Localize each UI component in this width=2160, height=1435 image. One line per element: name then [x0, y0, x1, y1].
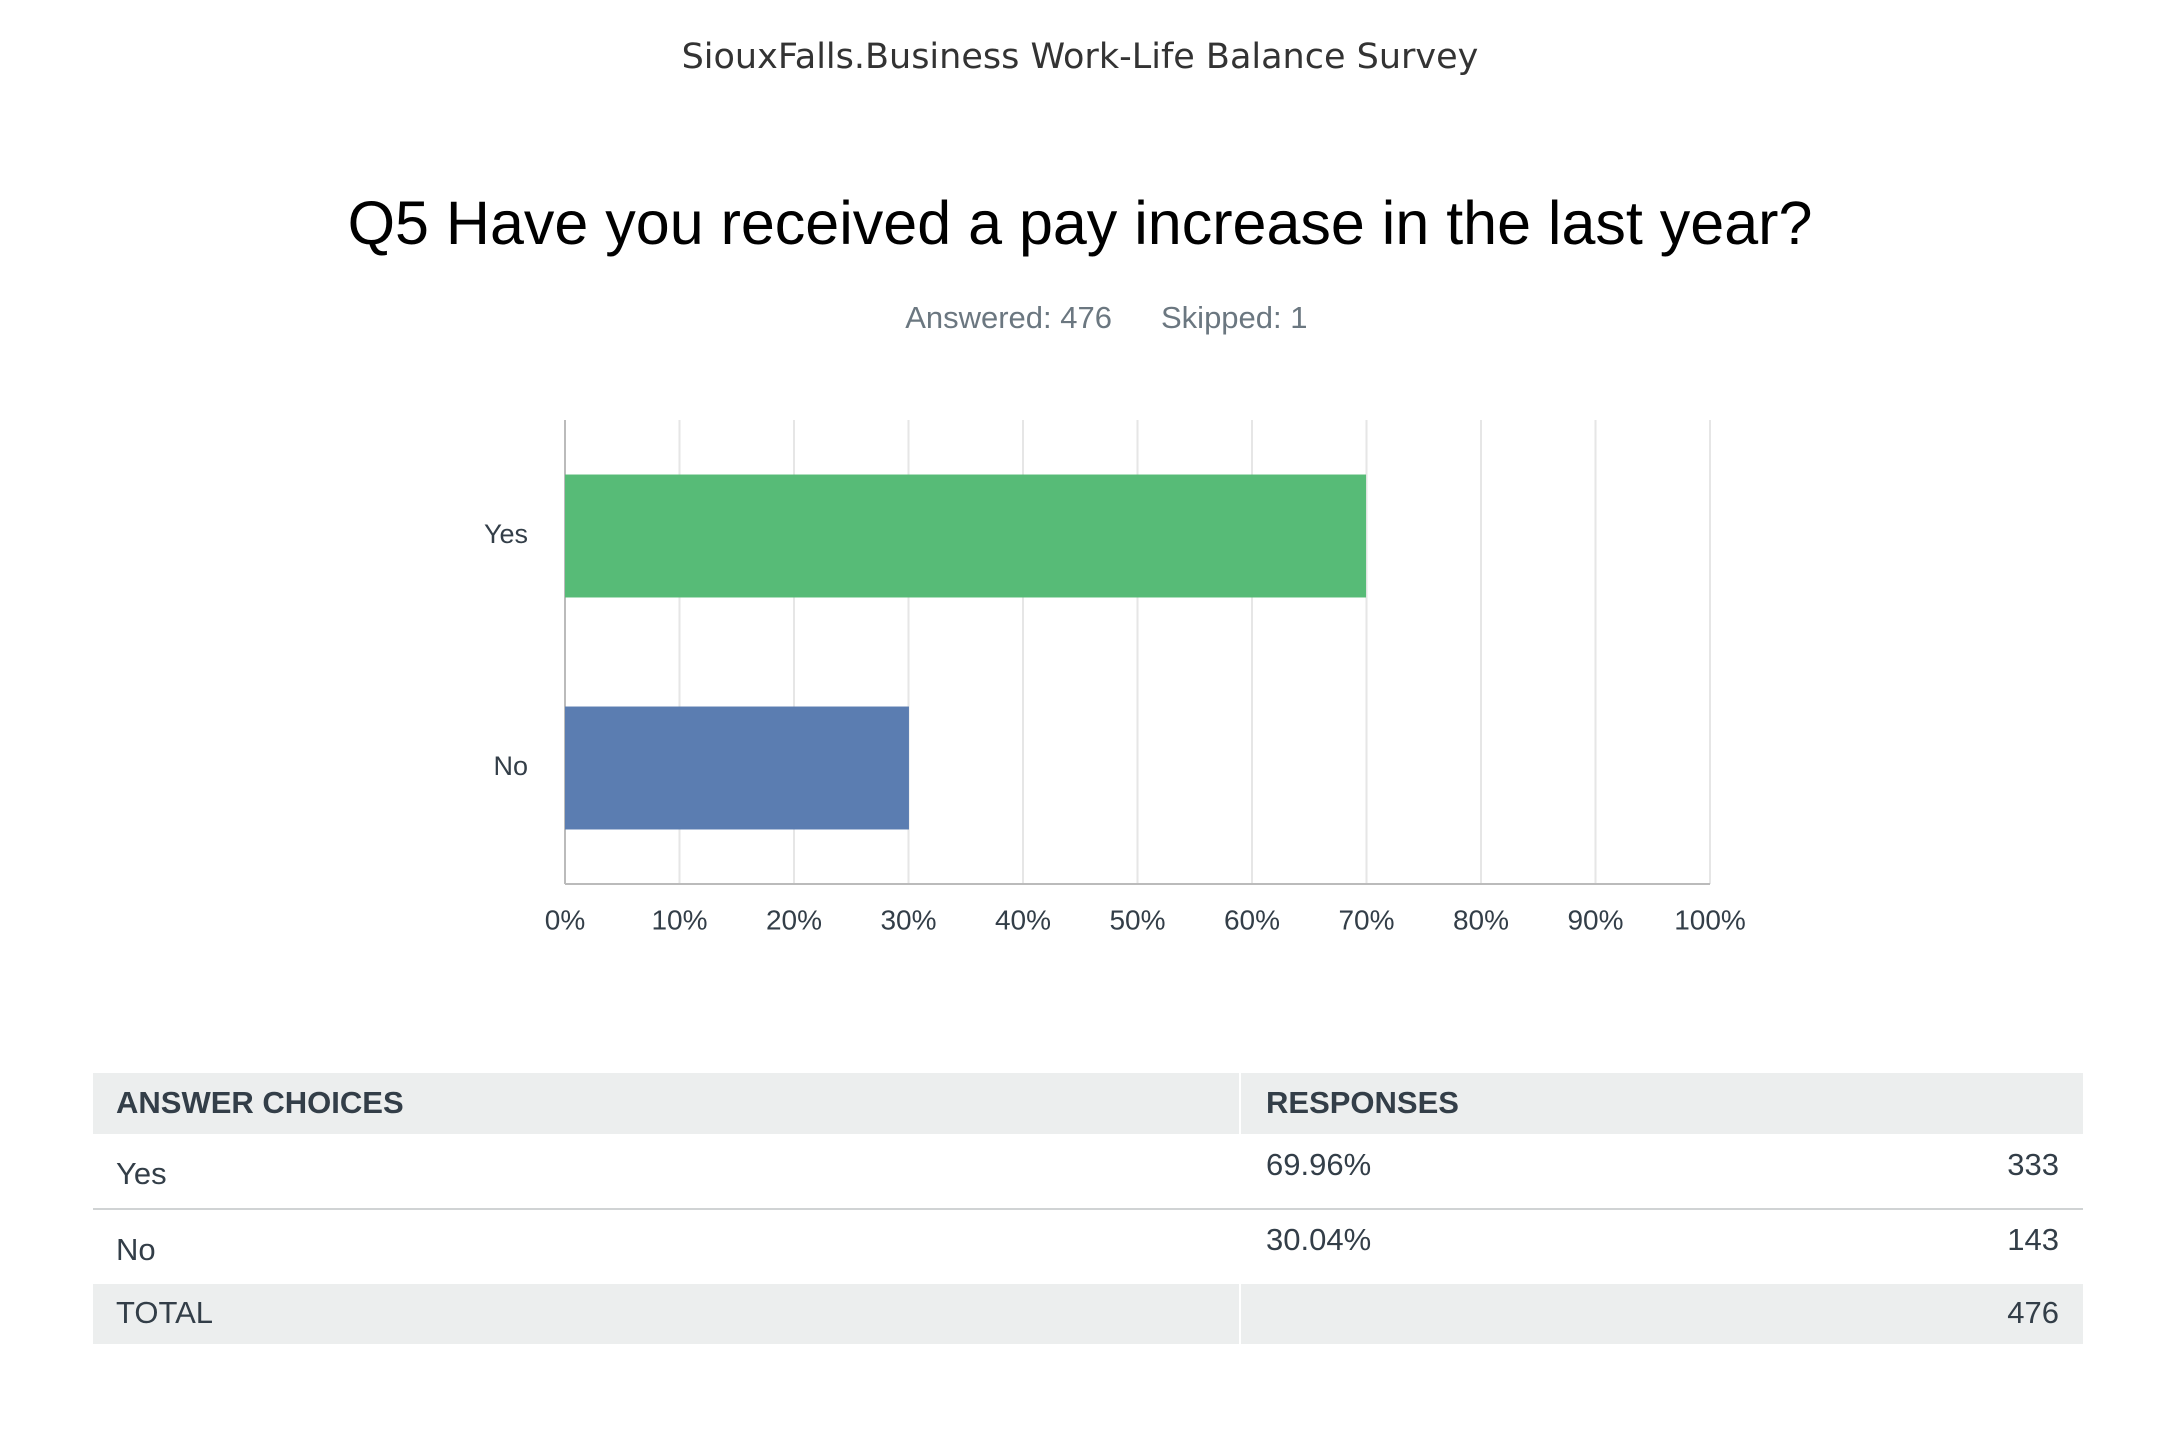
x-tick-label: 0%: [545, 904, 585, 935]
x-tick-label: 90%: [1567, 904, 1623, 935]
y-tick-label: Yes: [484, 519, 528, 549]
bar: [565, 706, 909, 830]
question-title: Q5 Have you received a pay increase in t…: [348, 189, 1813, 257]
x-tick-label: 40%: [995, 904, 1051, 935]
x-tick-label: 50%: [1109, 904, 1165, 935]
table-total-bg: [1241, 1284, 2083, 1344]
table-cell: 333: [2007, 1147, 2059, 1182]
bar: [565, 474, 1367, 598]
y-tick-label: No: [493, 751, 528, 781]
answered: Answered: 476: [905, 300, 1112, 335]
skipped: Skipped: 1: [1161, 300, 1308, 335]
x-tick-label: 80%: [1453, 904, 1509, 935]
table-cell: No: [116, 1232, 156, 1267]
table-cell: Yes: [116, 1156, 167, 1191]
x-tick-label: 30%: [880, 904, 936, 935]
table-total: 476: [2007, 1295, 2059, 1330]
table-header: RESPONSES: [1266, 1085, 1459, 1120]
x-tick-label: 10%: [651, 904, 707, 935]
x-tick-label: 20%: [766, 904, 822, 935]
table-total: TOTAL: [116, 1295, 213, 1330]
x-tick-label: 60%: [1224, 904, 1280, 935]
table-header: ANSWER CHOICES: [116, 1085, 404, 1120]
x-tick-label: 70%: [1338, 904, 1394, 935]
survey-title: SiouxFalls.Business Work-Life Balance Su…: [682, 37, 1479, 77]
table-header-bg: [1241, 1073, 2083, 1134]
table-total-bg: [93, 1284, 1239, 1344]
x-tick-label: 100%: [1674, 904, 1746, 935]
table-cell: 69.96%: [1266, 1147, 1371, 1182]
table-cell: 143: [2007, 1222, 2059, 1257]
table-cell: 30.04%: [1266, 1222, 1371, 1257]
table-header-bg: [93, 1073, 1239, 1134]
